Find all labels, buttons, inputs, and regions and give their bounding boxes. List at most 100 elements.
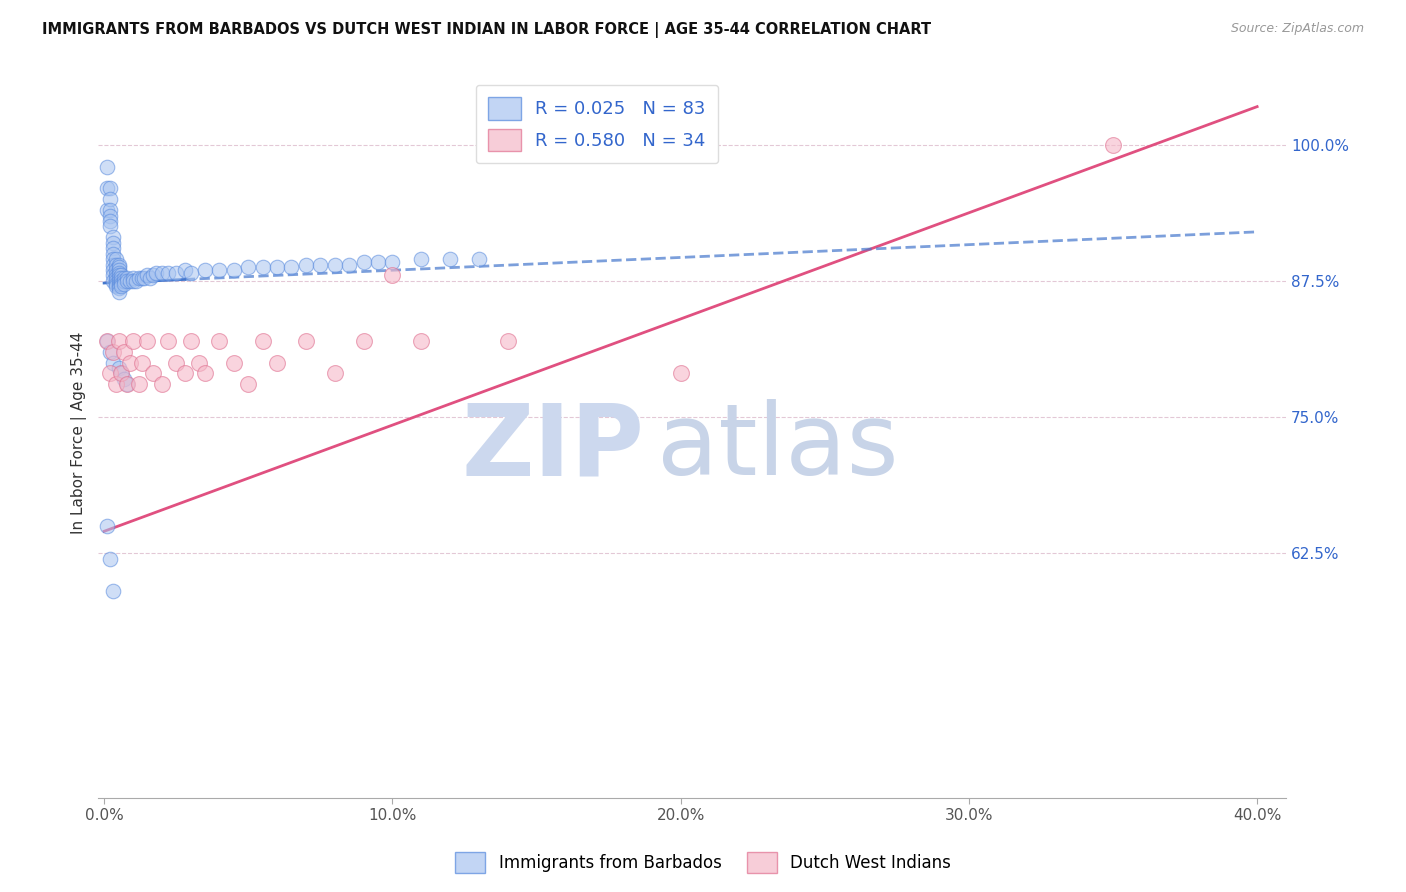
Point bbox=[110, 270, 132, 285]
Point bbox=[252, 260, 274, 274]
Point bbox=[101, 274, 124, 288]
Y-axis label: In Labor Force | Age 35-44: In Labor Force | Age 35-44 bbox=[72, 332, 87, 534]
Point bbox=[238, 260, 260, 274]
Point bbox=[107, 274, 129, 288]
Point bbox=[131, 270, 153, 285]
Point bbox=[107, 361, 129, 376]
Point bbox=[139, 270, 162, 285]
Point bbox=[1102, 137, 1125, 152]
Point bbox=[131, 355, 153, 369]
Point bbox=[104, 279, 127, 293]
Point bbox=[107, 285, 129, 299]
Point bbox=[122, 334, 145, 348]
Point bbox=[104, 377, 127, 392]
Point bbox=[107, 334, 129, 348]
Legend: Immigrants from Barbados, Dutch West Indians: Immigrants from Barbados, Dutch West Ind… bbox=[449, 846, 957, 880]
Point bbox=[107, 277, 129, 292]
Point bbox=[411, 334, 433, 348]
Text: Source: ZipAtlas.com: Source: ZipAtlas.com bbox=[1230, 22, 1364, 36]
Point bbox=[353, 255, 375, 269]
Point bbox=[381, 255, 404, 269]
Point bbox=[107, 281, 129, 295]
Point bbox=[101, 344, 124, 359]
Point bbox=[150, 377, 173, 392]
Point bbox=[96, 334, 118, 348]
Point bbox=[337, 258, 360, 272]
Point bbox=[110, 268, 132, 283]
Point bbox=[173, 263, 195, 277]
Point bbox=[222, 263, 245, 277]
Point bbox=[238, 377, 260, 392]
Point bbox=[101, 584, 124, 599]
Point bbox=[98, 367, 121, 381]
Point bbox=[104, 268, 127, 283]
Point bbox=[266, 355, 288, 369]
Point bbox=[295, 334, 318, 348]
Point bbox=[110, 367, 132, 381]
Point bbox=[194, 263, 217, 277]
Point bbox=[165, 355, 187, 369]
Point bbox=[669, 367, 692, 381]
Point bbox=[194, 367, 217, 381]
Point bbox=[98, 192, 121, 206]
Point bbox=[142, 367, 165, 381]
Point bbox=[107, 268, 129, 283]
Point bbox=[104, 270, 127, 285]
Point bbox=[101, 246, 124, 260]
Point bbox=[110, 279, 132, 293]
Point bbox=[180, 334, 202, 348]
Point bbox=[98, 214, 121, 228]
Point bbox=[101, 258, 124, 272]
Point bbox=[112, 372, 135, 386]
Point bbox=[266, 260, 288, 274]
Point bbox=[112, 344, 135, 359]
Text: ZIP: ZIP bbox=[461, 400, 644, 496]
Point bbox=[134, 270, 156, 285]
Point bbox=[107, 266, 129, 280]
Point bbox=[122, 270, 145, 285]
Point bbox=[323, 367, 346, 381]
Point bbox=[96, 519, 118, 533]
Point bbox=[101, 252, 124, 266]
Point bbox=[252, 334, 274, 348]
Point bbox=[323, 258, 346, 272]
Point bbox=[439, 252, 461, 266]
Point bbox=[98, 181, 121, 195]
Point bbox=[180, 266, 202, 280]
Point bbox=[101, 268, 124, 283]
Point bbox=[110, 367, 132, 381]
Point bbox=[104, 252, 127, 266]
Point bbox=[367, 255, 389, 269]
Point bbox=[468, 252, 491, 266]
Text: atlas: atlas bbox=[657, 400, 898, 496]
Point bbox=[107, 260, 129, 274]
Legend: R = 0.025   N = 83, R = 0.580   N = 34: R = 0.025 N = 83, R = 0.580 N = 34 bbox=[475, 85, 718, 163]
Point bbox=[115, 377, 138, 392]
Point bbox=[110, 277, 132, 292]
Point bbox=[104, 258, 127, 272]
Point bbox=[280, 260, 302, 274]
Point bbox=[110, 274, 132, 288]
Point bbox=[208, 334, 231, 348]
Point bbox=[107, 258, 129, 272]
Point bbox=[156, 266, 179, 280]
Point bbox=[136, 268, 159, 283]
Point bbox=[136, 334, 159, 348]
Point bbox=[112, 277, 135, 292]
Point bbox=[173, 367, 195, 381]
Point bbox=[411, 252, 433, 266]
Point bbox=[381, 268, 404, 283]
Point bbox=[142, 268, 165, 283]
Point bbox=[107, 263, 129, 277]
Point bbox=[120, 274, 142, 288]
Point bbox=[188, 355, 211, 369]
Point bbox=[295, 258, 318, 272]
Point bbox=[98, 203, 121, 218]
Point bbox=[122, 274, 145, 288]
Point bbox=[165, 266, 187, 280]
Point bbox=[98, 344, 121, 359]
Point bbox=[120, 355, 142, 369]
Point bbox=[353, 334, 375, 348]
Point bbox=[115, 274, 138, 288]
Point bbox=[98, 209, 121, 223]
